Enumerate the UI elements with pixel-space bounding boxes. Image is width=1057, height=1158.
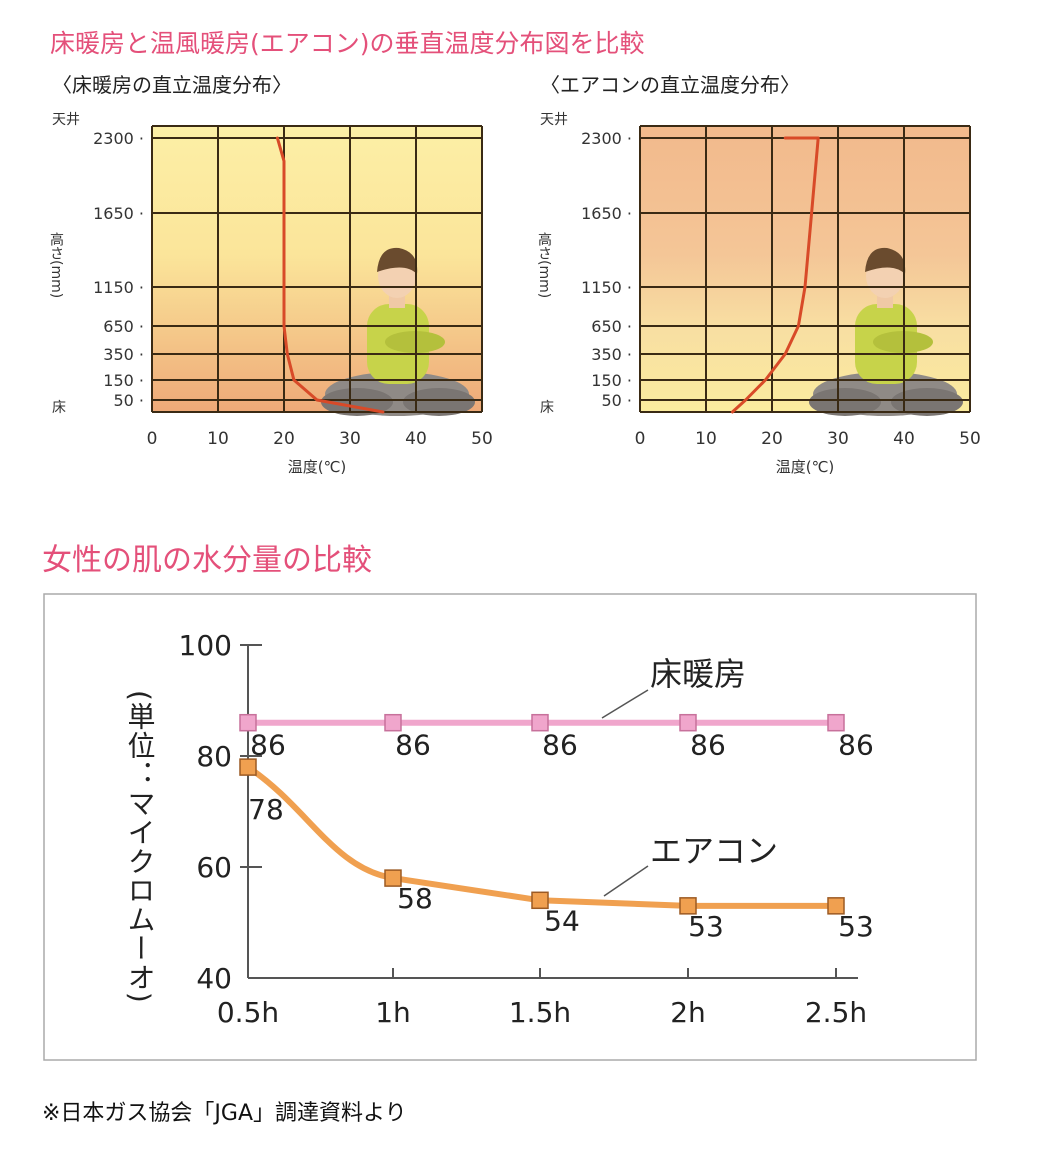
person-right-shin <box>891 388 963 416</box>
skin-y-tick-label: 100 <box>179 629 232 662</box>
temp-x-tick-label: 20 <box>761 429 783 449</box>
temp-y-tick-label: 1650 · <box>93 204 144 223</box>
temp-y-tick-label: 650 · <box>591 317 632 336</box>
temp-y-tick-label: 2300 · <box>581 129 632 148</box>
temp-x-axis-label: 温度(℃) <box>776 458 835 476</box>
temp-y-tick-label: 150 · <box>591 371 632 390</box>
temp-y-tick-label: 50 · <box>113 391 144 410</box>
temp-plot-background <box>152 126 482 412</box>
temp-x-tick-label: 30 <box>339 429 361 449</box>
temp-plot-background <box>640 126 970 412</box>
temp-x-tick-label: 10 <box>207 429 229 449</box>
aircon-temperature-chart: 〈エアコンの直立温度分布〉 2300 · 1650 · 1150 · 650 · 350 … <box>536 73 981 476</box>
skin-moisture-chart: 40 60 80 100 0.5h 1h 1.5h 2h 2.5h (単位：マイクロムーオ) 86 8… <box>124 629 874 1029</box>
ceiling-label: 天井 <box>52 112 80 128</box>
skin-x-tick-label: 1h <box>375 996 411 1029</box>
temp-y-tick-label: 350 · <box>591 345 632 364</box>
temp-y-tick-label: 350 · <box>103 345 144 364</box>
temp-x-axis-label: 温度(℃) <box>288 458 347 476</box>
temp-chart-title: 〈エアコンの直立温度分布〉 <box>540 73 800 97</box>
temp-y-tick-label: 650 · <box>103 317 144 336</box>
series-leader-line <box>601 689 649 719</box>
person-hair <box>377 247 418 274</box>
temp-y-tick-label: 1150 · <box>93 278 144 297</box>
skin-data-marker <box>827 897 845 915</box>
person-left-shin <box>321 388 393 416</box>
temp-x-tick-label: 50 <box>471 429 493 449</box>
temp-x-tick-label: 0 <box>147 429 158 449</box>
skin-data-label: 86 <box>838 729 874 762</box>
temp-y-tick-label: 1650 · <box>581 204 632 223</box>
source-footnote: ※日本ガス協会「JGA」調達資料より <box>42 1101 407 1126</box>
person-hair <box>865 247 906 274</box>
temperature-heading: 床暖房と温風暖房(エアコン)の垂直温度分布図を比較 <box>50 29 645 58</box>
skin-data-marker <box>679 897 697 915</box>
skin-x-tick-label: 0.5h <box>217 996 279 1029</box>
temp-y-axis-label: 高さ(mm) <box>536 231 552 298</box>
temperature-curve <box>275 136 385 414</box>
skin-data-marker <box>531 891 549 910</box>
skin-data-label: 58 <box>397 882 433 915</box>
skin-data-label: 53 <box>688 910 724 943</box>
temp-x-tick-label: 30 <box>827 429 849 449</box>
series-leader-line <box>603 865 649 897</box>
temp-x-tick-label: 10 <box>695 429 717 449</box>
skin-y-tick-label: 40 <box>196 962 232 995</box>
skin-data-label: 86 <box>250 729 286 762</box>
floor-label: 床 <box>540 400 554 416</box>
skin-data-label: 86 <box>690 729 726 762</box>
floor-heating-temperature-chart: 〈床暖房の直立温度分布〉 2300 · 1650 · 1150 · 650 · 350 ·… <box>48 73 493 476</box>
skin-data-label: 78 <box>248 793 284 826</box>
series-label-aircon: エアコン <box>650 832 778 870</box>
skin-x-tick-label: 2h <box>670 996 706 1029</box>
temp-x-tick-label: 0 <box>635 429 646 449</box>
ceiling-label: 天井 <box>540 112 568 128</box>
skin-data-marker <box>531 713 549 732</box>
temp-x-tick-label: 40 <box>405 429 427 449</box>
skin-data-label: 86 <box>395 729 431 762</box>
skin-data-marker <box>827 713 845 732</box>
temp-y-tick-label: 1150 · <box>581 278 632 297</box>
skin-y-tick-label: 80 <box>196 740 232 773</box>
temp-x-tick-label: 40 <box>893 429 915 449</box>
skin-moisture-heading: 女性の肌の水分量の比較 <box>42 543 372 578</box>
skin-chart-frame <box>43 593 977 1061</box>
skin-data-marker <box>239 758 257 776</box>
person-left-shin <box>809 388 881 416</box>
temp-y-tick-label: 50 · <box>601 391 632 410</box>
skin-data-marker <box>384 713 402 732</box>
temp-y-tick-label: 2300 · <box>93 129 144 148</box>
skin-x-tick-label: 1.5h <box>509 996 571 1029</box>
temp-chart-title: 〈床暖房の直立温度分布〉 <box>52 73 292 97</box>
series-label-floor-heating: 床暖房 <box>650 655 746 693</box>
skin-y-axis-label: (単位：マイクロムーオ) <box>124 690 157 1004</box>
skin-x-tick-label: 2.5h <box>805 996 867 1029</box>
skin-data-marker <box>384 869 402 887</box>
temp-x-tick-label: 50 <box>959 429 981 449</box>
skin-data-label: 53 <box>838 910 874 943</box>
person-right-shin <box>403 388 475 416</box>
skin-data-marker <box>679 713 697 732</box>
temp-x-tick-label: 20 <box>273 429 295 449</box>
temp-y-tick-label: 150 · <box>103 371 144 390</box>
temperature-curve <box>730 136 820 414</box>
skin-y-tick-label: 60 <box>196 851 232 884</box>
skin-data-label: 86 <box>542 729 578 762</box>
skin-data-marker <box>239 713 257 732</box>
floor-label: 床 <box>52 400 66 416</box>
temp-y-axis-label: 高さ(mm) <box>48 231 64 298</box>
skin-data-label: 54 <box>544 904 580 937</box>
